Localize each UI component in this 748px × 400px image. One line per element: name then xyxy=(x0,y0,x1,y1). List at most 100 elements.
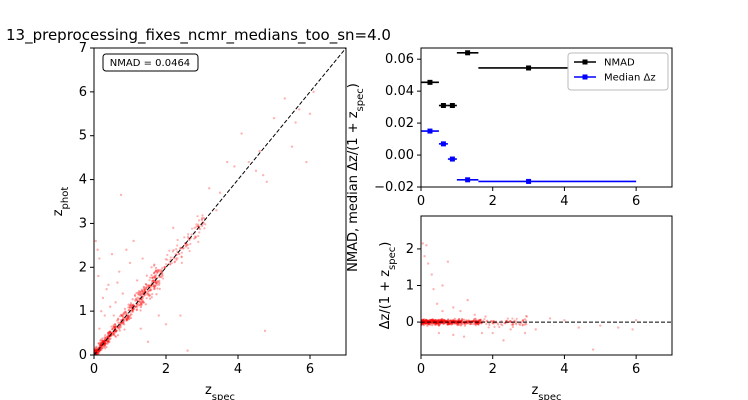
scatter-point xyxy=(156,268,160,272)
residual-point xyxy=(422,318,425,321)
scatter-point xyxy=(154,280,157,284)
y-tick-label: 0.00 xyxy=(385,148,414,163)
residual-point xyxy=(430,273,433,276)
residual-point xyxy=(491,331,494,335)
scatter-point xyxy=(94,239,98,243)
figure-title: 13_preprocessing_fixes_ncmr_medians_too_… xyxy=(6,26,391,45)
scatter-point xyxy=(99,344,102,347)
scatter-point xyxy=(100,341,103,345)
residual-point xyxy=(479,319,482,322)
scatter-point xyxy=(153,270,157,274)
residual-point xyxy=(474,318,477,321)
residual-point xyxy=(421,318,425,321)
residual-point xyxy=(429,318,432,322)
residual-point xyxy=(457,323,460,326)
scatter-point xyxy=(100,338,103,341)
scatter-point xyxy=(188,238,191,241)
residual-point xyxy=(431,320,434,323)
scatter-point xyxy=(137,291,140,294)
scatter-point xyxy=(196,224,200,228)
scatter-point xyxy=(102,340,105,343)
residual-point xyxy=(491,322,494,325)
scatter-point xyxy=(115,330,118,333)
scatter-point xyxy=(160,269,163,272)
scatter-point xyxy=(108,332,111,335)
scatter-point xyxy=(128,314,132,318)
residual-point xyxy=(505,319,508,322)
residual-point xyxy=(463,322,466,326)
scatter-point xyxy=(120,314,123,318)
scatter-point xyxy=(262,173,265,177)
scatter-point xyxy=(129,313,132,316)
residual-point xyxy=(487,326,490,329)
scatter-point xyxy=(107,333,110,336)
residual-point xyxy=(424,318,427,321)
residual-point xyxy=(479,319,482,322)
residual-point xyxy=(523,318,527,321)
residual-point xyxy=(430,321,433,324)
scatter-point xyxy=(113,326,116,330)
residual-point xyxy=(490,319,493,323)
scatter-point xyxy=(145,286,148,289)
scatter-point xyxy=(106,340,110,343)
scatter-point xyxy=(104,343,107,346)
scatter-point xyxy=(141,301,144,304)
scatter-point xyxy=(135,291,138,295)
residual-point xyxy=(452,319,455,322)
scatter-point xyxy=(140,298,143,301)
scatter-point xyxy=(198,228,202,231)
stat-marker xyxy=(449,103,455,109)
scatter-point xyxy=(141,297,144,300)
scatter-point xyxy=(145,297,148,300)
residual-point xyxy=(617,326,620,329)
residual-point xyxy=(478,319,481,322)
residual-point xyxy=(461,322,464,325)
scatter-point xyxy=(200,219,204,222)
scatter-point xyxy=(127,303,130,306)
scatter-point xyxy=(158,268,161,272)
scatter-point xyxy=(154,280,157,283)
scatter-point xyxy=(132,303,135,306)
scatter-point xyxy=(215,209,218,212)
residual-point xyxy=(426,324,429,327)
scatter-point xyxy=(197,219,201,222)
scatter-point xyxy=(179,246,182,249)
residual-point xyxy=(463,318,466,321)
scatter-point xyxy=(226,160,229,164)
scatter-point xyxy=(198,231,201,234)
residual-point xyxy=(456,319,459,322)
residual-point xyxy=(437,318,440,322)
residual-point xyxy=(443,322,446,325)
residual-point xyxy=(425,321,428,324)
residual-point xyxy=(446,323,449,326)
scatter-point xyxy=(294,121,297,124)
residual-point xyxy=(425,320,428,323)
scatter-point xyxy=(107,341,110,344)
residual-point xyxy=(522,318,525,322)
scatter-point xyxy=(113,322,117,326)
residual-point xyxy=(459,324,463,327)
scatter-point xyxy=(110,325,113,328)
scatter-point xyxy=(118,326,121,329)
residual-point xyxy=(437,331,441,335)
scatter-point xyxy=(147,292,150,295)
scatter-point xyxy=(132,308,135,311)
residual-points xyxy=(421,242,638,351)
scatter-point xyxy=(124,310,127,313)
scatter-point xyxy=(136,279,139,282)
x-tick-label: 4 xyxy=(234,362,242,377)
scatter-point xyxy=(100,345,103,349)
scatter-point xyxy=(182,246,185,250)
residual-point xyxy=(433,322,436,325)
scatter-point xyxy=(121,322,124,325)
residual-point xyxy=(462,335,466,338)
scatter-point xyxy=(186,235,190,238)
scatter-point xyxy=(140,300,144,303)
scatter-point xyxy=(96,248,99,251)
scatter-point xyxy=(101,337,104,340)
y-tick-label: 2 xyxy=(406,242,414,257)
x-tick-label: 6 xyxy=(632,362,640,377)
residual-point xyxy=(523,331,527,335)
scatter-point xyxy=(148,294,151,298)
scatter-point xyxy=(110,252,114,256)
